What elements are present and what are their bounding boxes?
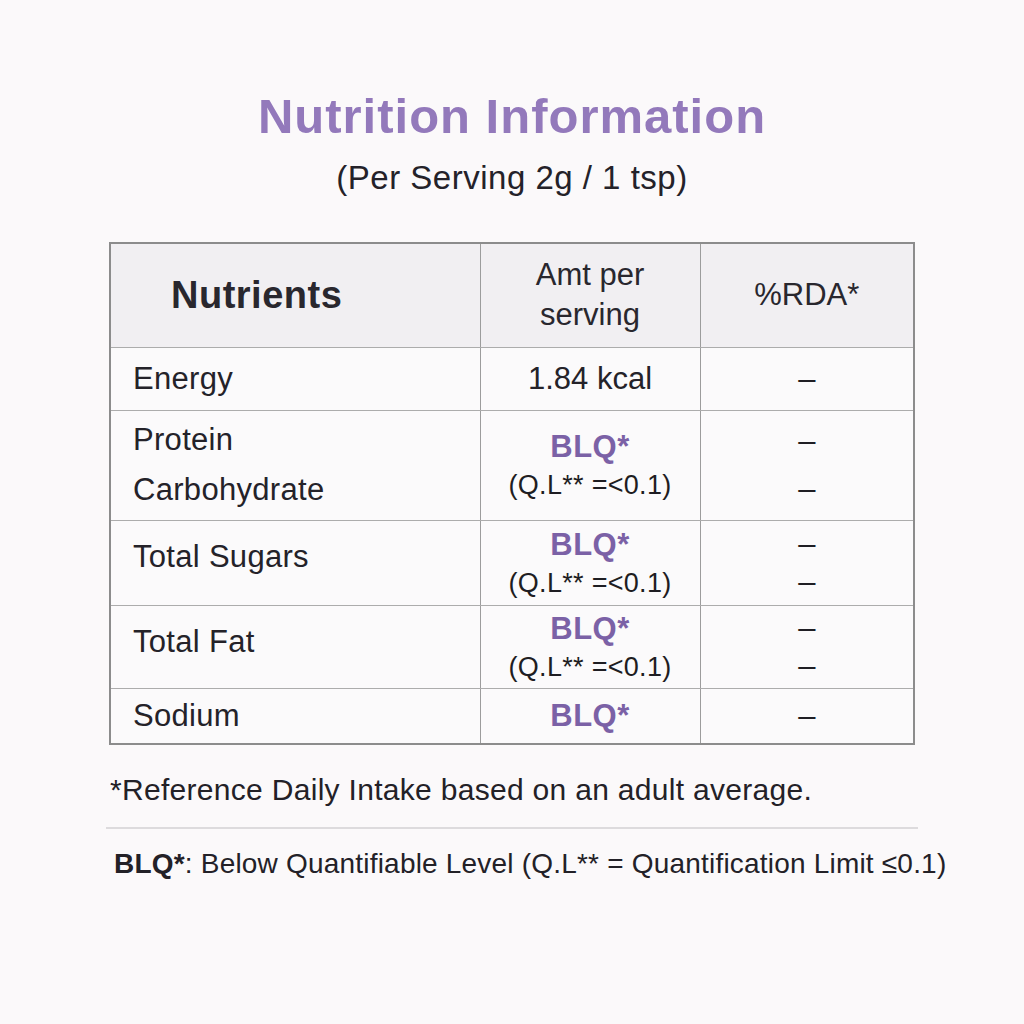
rda-dash: – — [701, 417, 914, 465]
amount-qualifier: (Q.L** =<0.1) — [481, 467, 700, 503]
amount-value-blq: BLQ* — [481, 696, 700, 736]
rda-dash: – — [701, 692, 914, 740]
footnote-blq-label: BLQ* — [114, 848, 185, 879]
rda-dash: – — [701, 355, 914, 403]
column-header-amount: Amt per serving — [480, 243, 700, 347]
rda-cell: – – — [700, 520, 914, 605]
rda-cell: – – — [700, 410, 914, 520]
amount-value-blq: BLQ* — [481, 427, 700, 467]
amount-cell: 1.84 kcal — [480, 347, 700, 410]
amount-cell: BLQ* (Q.L** =<0.1) — [480, 605, 700, 688]
amount-value-blq: BLQ* — [481, 525, 700, 565]
table-row-sodium: Sodium BLQ* – — [110, 688, 914, 744]
amount-cell: BLQ* (Q.L** =<0.1) — [480, 410, 700, 520]
rda-dash: – — [701, 465, 914, 513]
nutrition-table: Nutrients Amt per serving %RDA* Energy 1… — [109, 242, 915, 745]
table-row-protein-carbohydrate: Protein Carbohydrate BLQ* (Q.L** =<0.1) … — [110, 410, 914, 520]
amount-value-blq: BLQ* — [481, 609, 700, 649]
table-row-total-fat: Total Fat BLQ* (Q.L** =<0.1) – – — [110, 605, 914, 688]
footnote-divider — [106, 827, 918, 829]
column-header-rda: %RDA* — [700, 243, 914, 347]
rda-dash: – — [701, 563, 914, 601]
amount-qualifier: (Q.L** =<0.1) — [481, 649, 700, 685]
page-title: Nutrition Information — [0, 92, 1024, 141]
nutrient-label: Total Fat — [110, 605, 480, 688]
rda-dash: – — [701, 525, 914, 563]
table-row-energy: Energy 1.84 kcal – — [110, 347, 914, 410]
amount-qualifier: (Q.L** =<0.1) — [481, 565, 700, 601]
nutrient-label: Sodium — [110, 688, 480, 744]
column-header-nutrients: Nutrients — [110, 243, 480, 347]
nutrient-label: Protein Carbohydrate — [110, 410, 480, 520]
rda-dash: – — [701, 609, 914, 647]
footnote-blq-text: : Below Quantifiable Level (Q.L** = Quan… — [185, 848, 947, 879]
table-row-total-sugars: Total Sugars BLQ* (Q.L** =<0.1) – – — [110, 520, 914, 605]
nutrition-label-page: Nutrition Information (Per Serving 2g / … — [0, 0, 1024, 1024]
nutrient-label: Energy — [110, 347, 480, 410]
page-subtitle: (Per Serving 2g / 1 tsp) — [0, 161, 1024, 194]
amount-value: 1.84 kcal — [481, 359, 700, 399]
amount-cell: BLQ* — [480, 688, 700, 744]
footnote-reference-daily-intake: *Reference Daily Intake based on an adul… — [110, 773, 1024, 807]
table-header-row: Nutrients Amt per serving %RDA* — [110, 243, 914, 347]
rda-cell: – — [700, 347, 914, 410]
rda-cell: – – — [700, 605, 914, 688]
rda-dash: – — [701, 647, 914, 685]
footnote-blq-definition: BLQ*: Below Quantifiable Level (Q.L** = … — [114, 848, 1024, 880]
nutrient-label: Total Sugars — [110, 520, 480, 605]
rda-cell: – — [700, 688, 914, 744]
amount-cell: BLQ* (Q.L** =<0.1) — [480, 520, 700, 605]
